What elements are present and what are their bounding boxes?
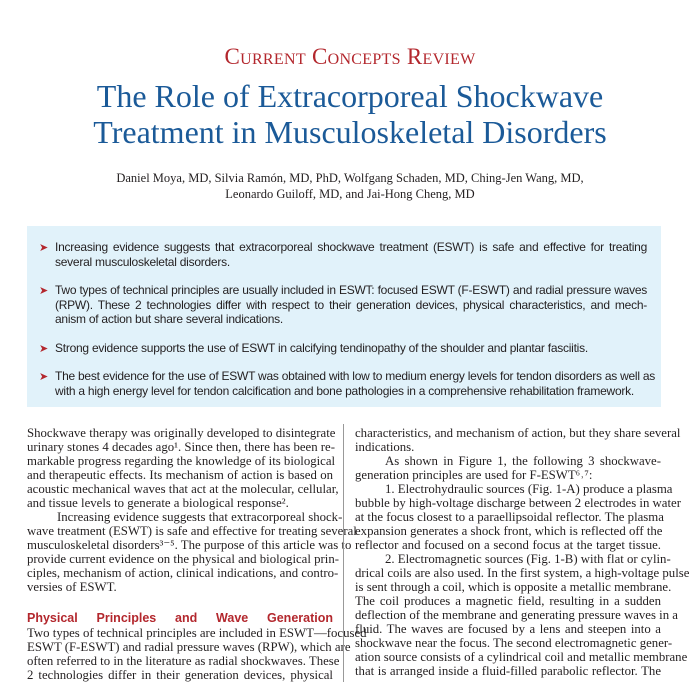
key-point-line: The best evidence for the use of ESWT wa…: [55, 369, 656, 383]
body-text-line: that is arranged inside a fluid-filled p…: [355, 664, 661, 678]
body-text-line: 1. Electrohydraulic sources (Fig. 1-A) p…: [385, 482, 673, 496]
section-heading: Physical Principles and Wave Generation: [27, 611, 333, 625]
key-points-box: ➤ Increasing evidence suggests that extra…: [27, 226, 661, 407]
title-line: Treatment in Musculoskeletal Disorders: [93, 114, 607, 150]
body-text-line: Increasing evidence suggests that extrac…: [57, 510, 343, 524]
author-line: Daniel Moya, MD, Silvia Ramón, MD, PhD, …: [116, 171, 584, 185]
body-column-left: Shockwave therapy was originally develop…: [27, 426, 367, 682]
key-point-item: ➤ Two types of technical principles are u…: [39, 283, 647, 327]
body-text-line: acoustic mechanical waves that act at th…: [27, 482, 339, 496]
article-title: The Role of Extracorporeal Shockwave Tre…: [0, 78, 700, 150]
key-point-line: Strong evidence supports the use of ESWT…: [55, 341, 588, 355]
key-point-line: Two types of technical principles are us…: [55, 283, 647, 297]
body-text-line: ation source consists of a cylindrical c…: [355, 650, 688, 664]
arrow-bullet-icon: ➤: [39, 285, 48, 297]
body-text-line: and therapeutic effects. Its mechanism o…: [27, 468, 333, 482]
body-text-line: wave treatment (ESWT) is safe and effect…: [27, 524, 357, 538]
key-point-item: ➤ Strong evidence supports the use of ESW…: [39, 341, 647, 356]
body-text-line: As shown in Figure 1, the following 3 sh…: [385, 454, 661, 468]
arrow-bullet-icon: ➤: [39, 343, 48, 355]
arrow-bullet-icon: ➤: [39, 371, 48, 383]
author-list: Daniel Moya, MD, Silvia Ramón, MD, PhD, …: [0, 170, 700, 202]
body-text-line: musculoskeletal disorders³⁻⁵. The purpos…: [27, 538, 352, 552]
body-text-line: 2 technologies differ in their generatio…: [27, 668, 333, 682]
body-text-line: characteristics, and mechanism of action…: [355, 426, 681, 440]
key-point-item: ➤ Increasing evidence suggests that extra…: [39, 240, 647, 269]
body-column-right: characteristics, and mechanism of action…: [355, 426, 690, 678]
body-text-line: often referred to in the literature as r…: [27, 654, 340, 668]
body-text-line: and tissue levels to generate a biologic…: [27, 496, 289, 510]
body-text-line: versies of ESWT.: [27, 580, 117, 594]
body-text-line: indications.: [355, 440, 415, 454]
body-text-line: urinary stones 4 decades ago¹. Since the…: [27, 440, 335, 454]
body-text-line: shockwave near the focus. The second ele…: [355, 636, 673, 650]
body-text-line: Two types of technical principles are in…: [27, 626, 367, 640]
body-text-line: bubble by high-voltage discharge between…: [355, 496, 681, 510]
body-text-line: provide current evidence on the physical…: [27, 552, 339, 566]
body-text-line: is sent through a coil, which is opposit…: [355, 580, 672, 594]
body-text-line: markable progress regarding the knowledg…: [27, 454, 336, 468]
body-text-line: deflection of the membrane and generatin…: [355, 608, 678, 622]
key-point-item: ➤ The best evidence for the use of ESWT w…: [39, 369, 656, 398]
body-text-line: drical coils are also used. In the first…: [355, 566, 690, 580]
key-point-line: several musculoskeletal disorders.: [55, 254, 230, 269]
author-line: Leonardo Guiloff, MD, and Jai-Hong Cheng…: [225, 187, 475, 201]
column-divider: [343, 424, 344, 682]
body-text-line: expansion generates a shock front, which…: [355, 524, 663, 538]
arrow-bullet-icon: ➤: [39, 242, 48, 254]
article-kicker: Current Concepts Review: [224, 44, 476, 69]
body-text-line: at the focus closest to a paraellipsoida…: [355, 510, 664, 524]
body-text-line: Shockwave therapy was originally develop…: [27, 426, 336, 440]
key-point-line: with a high energy level for tendon calc…: [55, 383, 634, 398]
body-text-line: fluid. The waves are focused by a lens a…: [355, 622, 661, 636]
key-point-line: (RPW). These 2 technologies differ with …: [55, 297, 647, 312]
body-text-line: [27, 594, 333, 608]
body-text-line: ESWT (F-ESWT) and radial pressure waves …: [27, 640, 351, 654]
body-text-line: reflector and focused on a second focus …: [355, 538, 661, 552]
body-text-line: The coil produces a magnetic field, resu…: [355, 594, 661, 608]
body-text-line: generation principles are used for F-ESW…: [355, 468, 593, 482]
body-text-line: ciples, mechanism of action, clinical in…: [27, 566, 339, 580]
title-line: The Role of Extracorporeal Shockwave: [96, 78, 604, 114]
key-point-line: anism of action but share several indica…: [55, 312, 283, 326]
body-text-line: 2. Electromagnetic sources (Fig. 1-B) wi…: [385, 552, 671, 566]
key-point-line: Increasing evidence suggests that extrac…: [55, 240, 647, 254]
